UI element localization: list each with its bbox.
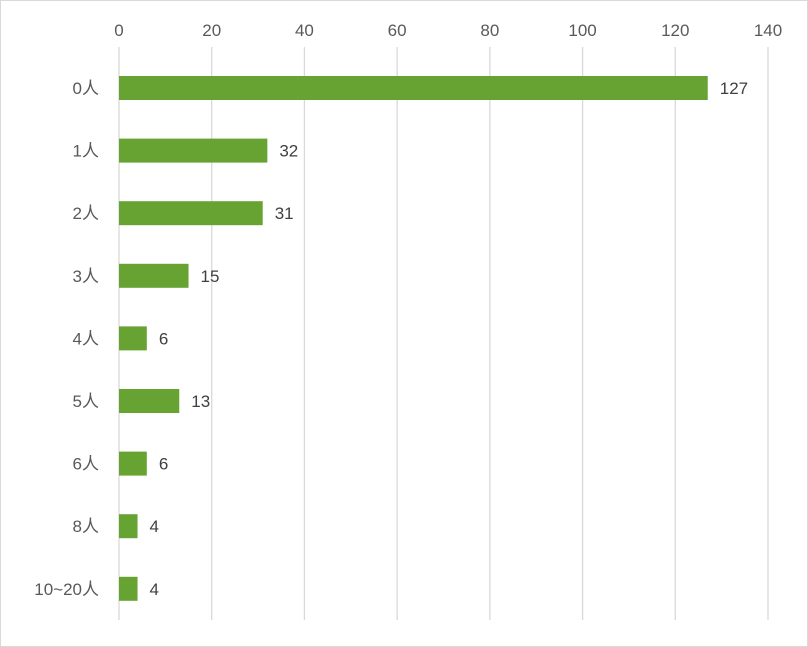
category-label-4: 4人 [73, 329, 99, 348]
category-label-6: 6人 [73, 455, 99, 474]
category-label-2: 2人 [73, 204, 99, 223]
bar-4 [119, 326, 147, 351]
data-label-6: 6 [159, 455, 168, 474]
bar-6 [119, 451, 147, 476]
data-label-3: 15 [201, 267, 220, 286]
x-tick-label-40: 40 [295, 21, 314, 40]
x-tick-label-80: 80 [480, 21, 499, 40]
bar-2 [119, 201, 263, 226]
x-tick-label-60: 60 [388, 21, 407, 40]
category-label-3: 3人 [73, 267, 99, 286]
data-label-4: 6 [159, 329, 168, 348]
data-label-1: 32 [279, 142, 298, 161]
x-axis-tick-labels: 0 20 40 60 80 100 120 140 [114, 21, 782, 40]
data-label-2: 31 [275, 204, 294, 223]
data-labels: 127 32 31 15 6 13 6 4 4 [150, 79, 749, 599]
bar-8 [119, 576, 138, 601]
bar-5 [119, 389, 180, 413]
x-tick-label-140: 140 [754, 21, 782, 40]
bar-7 [119, 514, 138, 539]
bar-1 [119, 138, 268, 163]
data-label-8: 4 [150, 580, 159, 599]
category-label-0: 0人 [73, 79, 99, 98]
category-label-1: 1人 [73, 142, 99, 161]
category-label-7: 8人 [73, 517, 99, 536]
data-label-0: 127 [720, 79, 748, 98]
x-tick-label-0: 0 [114, 21, 123, 40]
data-label-7: 4 [150, 517, 159, 536]
gridlines [118, 47, 769, 620]
x-tick-label-120: 120 [661, 21, 689, 40]
category-labels: 0人 1人 2人 3人 4人 5人 6人 8人 10~20人 [34, 79, 99, 599]
x-tick-label-100: 100 [568, 21, 596, 40]
bar-3 [119, 263, 189, 288]
category-label-8: 10~20人 [34, 580, 99, 599]
data-label-5: 13 [191, 392, 210, 411]
bars [119, 76, 708, 601]
x-tick-label-20: 20 [202, 21, 221, 40]
bar-0 [119, 76, 708, 100]
category-label-5: 5人 [73, 392, 99, 411]
